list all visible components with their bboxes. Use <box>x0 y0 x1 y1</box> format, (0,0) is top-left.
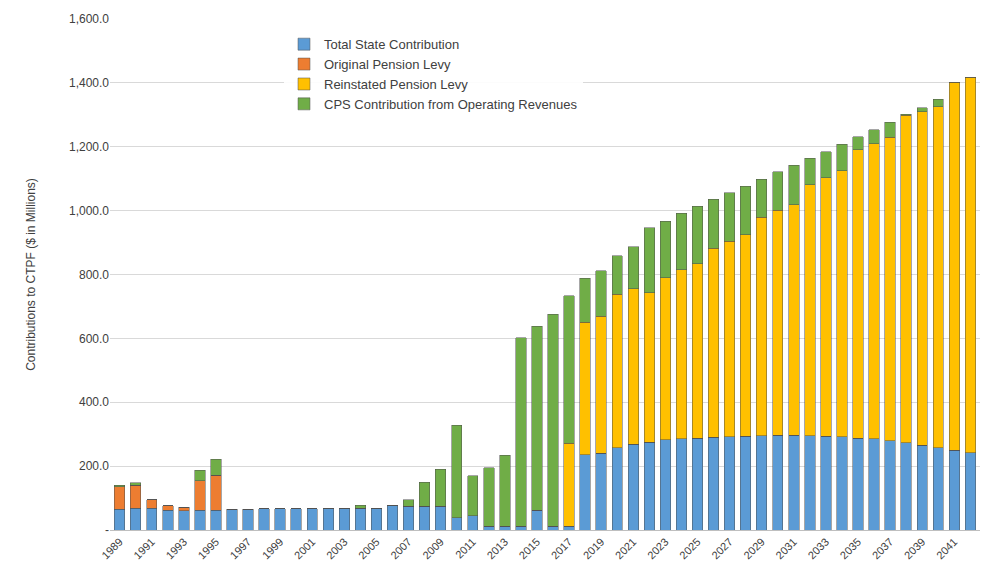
svg-text:Reinstated Pension Levy: Reinstated Pension Levy <box>324 77 468 92</box>
svg-text:Contributions to CTPF ($ in Mi: Contributions to CTPF ($ in Millions) <box>24 178 38 371</box>
svg-text:2039: 2039 <box>902 536 928 562</box>
svg-text:1997: 1997 <box>228 536 254 562</box>
svg-text:2007: 2007 <box>388 536 414 562</box>
svg-text:CPS Contribution from Operatin: CPS Contribution from Operating Revenues <box>324 97 577 112</box>
svg-text:200.0: 200.0 <box>79 459 109 473</box>
svg-text:600.0: 600.0 <box>79 332 109 346</box>
svg-text:Total State Contribution: Total State Contribution <box>324 37 459 52</box>
svg-text:1991: 1991 <box>131 536 157 562</box>
svg-text:2013: 2013 <box>484 536 510 562</box>
svg-text:2015: 2015 <box>516 536 542 562</box>
svg-text:2009: 2009 <box>420 536 446 562</box>
svg-text:2027: 2027 <box>709 536 735 562</box>
svg-text:2031: 2031 <box>773 536 799 562</box>
svg-text:1993: 1993 <box>163 536 189 562</box>
svg-text:1,600.0: 1,600.0 <box>69 12 109 26</box>
svg-text:Original Pension Levy: Original Pension Levy <box>324 57 451 72</box>
svg-text:400.0: 400.0 <box>79 395 109 409</box>
svg-text:2035: 2035 <box>838 536 864 562</box>
svg-text:2001: 2001 <box>292 536 318 562</box>
svg-text:2005: 2005 <box>356 536 382 562</box>
svg-text:1,000.0: 1,000.0 <box>69 204 109 218</box>
svg-text:2025: 2025 <box>677 536 703 562</box>
svg-text:2021: 2021 <box>613 536 639 562</box>
svg-text:2029: 2029 <box>741 536 767 562</box>
svg-text:2037: 2037 <box>870 536 896 562</box>
svg-text:1,200.0: 1,200.0 <box>69 140 109 154</box>
svg-text:2017: 2017 <box>549 536 575 562</box>
svg-text:2041: 2041 <box>934 536 960 562</box>
svg-text:2023: 2023 <box>645 536 671 562</box>
svg-text:1989: 1989 <box>99 536 125 562</box>
svg-text:1995: 1995 <box>195 536 221 562</box>
svg-text:2011: 2011 <box>453 536 478 561</box>
svg-text:800.0: 800.0 <box>79 268 109 282</box>
svg-text:2019: 2019 <box>581 536 607 562</box>
svg-text:1,400.0: 1,400.0 <box>69 76 109 90</box>
svg-text:-: - <box>105 523 109 537</box>
svg-text:2003: 2003 <box>324 536 350 562</box>
svg-text:1999: 1999 <box>260 536 286 562</box>
svg-text:2033: 2033 <box>805 536 831 562</box>
